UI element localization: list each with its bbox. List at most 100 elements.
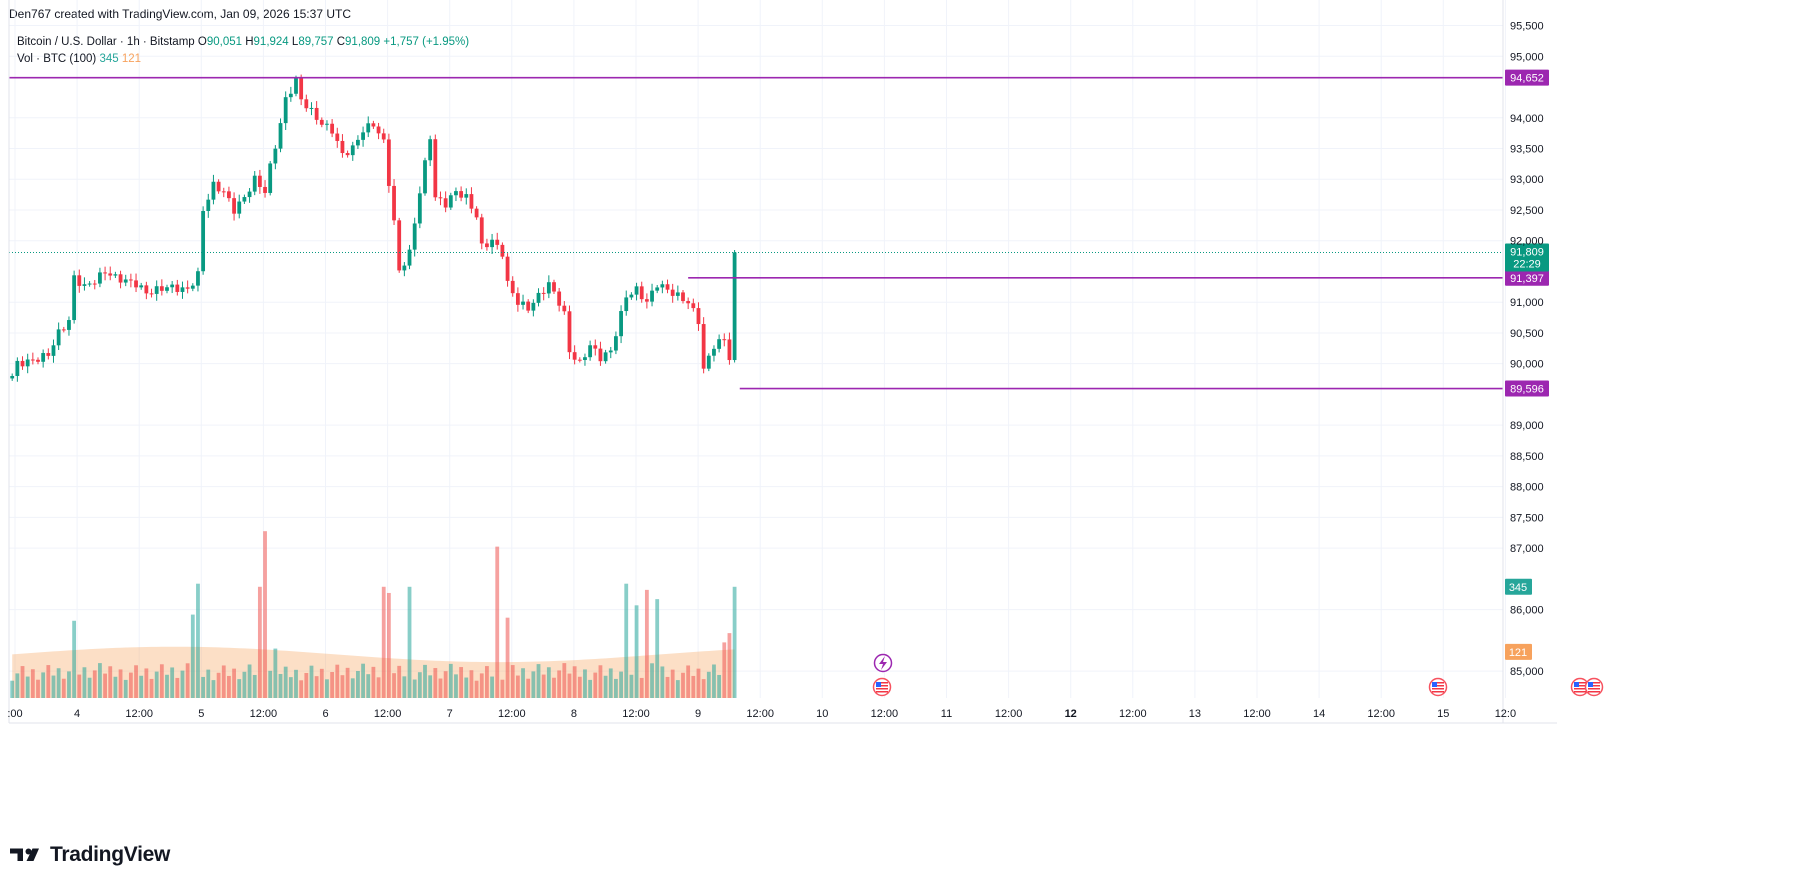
candle-body (681, 292, 685, 302)
us-event-flag-icon[interactable] (872, 677, 892, 697)
y-tick-label: 91,000 (1510, 297, 1544, 309)
volume-bar (335, 664, 340, 698)
volume-bar (505, 617, 510, 698)
volume-bar (474, 680, 479, 698)
candle-body (593, 345, 598, 349)
flag-stripe (876, 688, 888, 690)
volume-bar (134, 665, 138, 698)
volume-bar (531, 671, 536, 698)
candle-body (531, 302, 536, 311)
volume-histogram (10, 531, 737, 698)
volume-bar (72, 620, 77, 698)
volume-bar (201, 676, 206, 698)
candle-body (345, 153, 350, 156)
volume-bar (10, 680, 15, 698)
candle-body (92, 283, 97, 285)
candle-body (190, 285, 195, 289)
volume-bar (211, 680, 216, 698)
volume-bar (330, 672, 335, 698)
volume-bar (376, 677, 381, 698)
volume-bar (371, 666, 376, 698)
candle-body (61, 329, 66, 331)
volume-indicator-name[interactable]: Vol · BTC (100) (17, 53, 97, 65)
candle-body (386, 139, 391, 186)
volume-bar (624, 583, 629, 698)
candle-body (485, 243, 489, 248)
candle-body (583, 357, 587, 361)
volume-bar (541, 674, 546, 698)
volume-bar (77, 674, 82, 698)
flag-stripe (876, 682, 888, 684)
candle-body (87, 283, 92, 285)
tradingview-brand[interactable]: TradingView (10, 843, 170, 867)
volume-bar (325, 679, 329, 698)
symbol-description[interactable]: Bitcoin / U.S. Dollar · 1h · Bitstamp (17, 36, 195, 48)
candle-body (25, 359, 30, 367)
volume-bar (712, 664, 716, 698)
volume-bar (15, 673, 20, 698)
candle-body (510, 280, 515, 294)
volume-value-label-bg (1505, 578, 1532, 595)
x-tick-label: 10 (816, 708, 828, 720)
y-tick-label: 93,500 (1510, 144, 1544, 156)
volume-bar (149, 678, 154, 698)
candle-body (134, 280, 138, 288)
candle-body (495, 239, 500, 245)
candle-body (77, 275, 82, 286)
candle-body (588, 345, 593, 358)
candle-body (108, 273, 113, 276)
candle-body (82, 284, 87, 286)
volume-bar (546, 667, 551, 698)
volume-bar (614, 678, 618, 698)
candle-body (356, 139, 360, 146)
y-tick-label: 87,000 (1510, 543, 1544, 555)
volume-bar (25, 676, 30, 698)
candle-body (412, 223, 417, 250)
candle-body (319, 119, 324, 125)
us-event-flag-icon[interactable] (1584, 677, 1604, 697)
candle-body (521, 301, 525, 305)
candle-body (247, 191, 252, 198)
level-price-label: 89,596 (1510, 384, 1544, 396)
us-event-flag-icon[interactable] (1428, 677, 1448, 697)
high-value: 91,924 (253, 36, 289, 48)
volume-bar (98, 663, 102, 698)
x-tick-label: 12:00 (250, 708, 278, 720)
level-price-label-bg (1505, 69, 1549, 86)
candle-body (314, 107, 319, 120)
volume-bar (309, 665, 314, 698)
tradingview-logo-icon (10, 848, 39, 861)
volume-bar (428, 675, 433, 698)
candle-body (541, 292, 546, 294)
candle-body (526, 301, 531, 311)
level-price-label-bg (1505, 269, 1549, 286)
flag-stripe (876, 691, 888, 693)
volume-bar (278, 673, 283, 698)
low-value: 89,757 (298, 36, 334, 48)
candle-body (36, 359, 40, 362)
candle-body (381, 133, 386, 140)
flag-stripe (1432, 685, 1444, 687)
candle-body (619, 311, 623, 337)
candle-body (629, 294, 634, 298)
volume-bar (294, 669, 298, 698)
volume-bar (392, 673, 396, 698)
candle-body (727, 339, 732, 361)
flag-stripe (876, 685, 888, 687)
x-tick-label: 15 (1437, 708, 1449, 720)
x-tick-label: :00 (7, 708, 22, 720)
volume-bar (190, 614, 195, 698)
price-change: +1,757 (+1.95%) (383, 36, 470, 48)
candle-body (686, 301, 691, 304)
lightning-event-icon[interactable] (873, 653, 893, 673)
x-tick-label: 7 (447, 708, 453, 720)
volume-bar (118, 669, 123, 698)
candle-body (206, 199, 211, 211)
close-value: 91,809 (345, 36, 381, 48)
x-tick-label: 12:00 (995, 708, 1023, 720)
candle-body (257, 175, 262, 187)
candle-body (423, 160, 427, 194)
volume-bar (644, 589, 649, 698)
volume-bar (526, 678, 531, 698)
